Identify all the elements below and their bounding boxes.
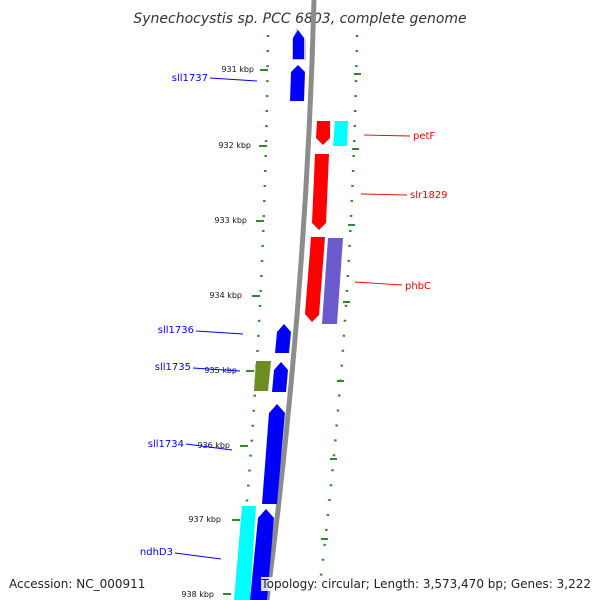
gene-label-slr1829: slr1829 <box>410 190 448 201</box>
gene-arrow-minus <box>290 65 305 101</box>
genome-summary-text: Topology: circular; Length: 3,573,470 bp… <box>261 577 591 591</box>
leader-line <box>185 443 233 451</box>
tick-label: 935 kbp <box>204 366 237 375</box>
tick-label: 933 kbp <box>214 216 247 225</box>
gene-arrow-plus <box>312 154 329 230</box>
leader-line <box>360 193 408 196</box>
scale-tick: 937 kbp <box>188 515 240 524</box>
map-title: Synechocystis sp. PCC 6803, complete gen… <box>133 11 466 27</box>
minor-ticks <box>321 73 361 540</box>
scale-tick: 932 kbp <box>218 141 267 150</box>
gene-arrow-plus <box>305 237 325 322</box>
leader-line <box>363 134 411 137</box>
gene-label-petF: petF <box>413 131 435 142</box>
scale-tick: 935 kbp <box>204 366 254 375</box>
gene-label-sll1735: sll1735 <box>155 362 191 373</box>
leader-line <box>174 552 222 560</box>
tick-label: 932 kbp <box>218 141 251 150</box>
gene-label-ndhD3: ndhD3 <box>140 547 173 558</box>
scale-tick: 931 kbp <box>221 65 268 74</box>
scale-tick: 936 kbp <box>197 441 248 450</box>
gene-label-sll1736: sll1736 <box>158 325 194 336</box>
gene-arrow-minus <box>234 506 256 600</box>
gene-label-sll1734: sll1734 <box>148 439 184 450</box>
tick-label: 937 kbp <box>188 515 221 524</box>
tick-label: 936 kbp <box>197 441 230 450</box>
leader-line <box>192 367 241 372</box>
tick-label: 934 kbp <box>209 291 242 300</box>
scale-tick: 934 kbp <box>209 291 260 300</box>
gene-arrow-plus <box>322 238 343 324</box>
gene-arrow-minus <box>272 362 288 392</box>
gene-arrow-plus <box>316 121 330 145</box>
tick-label: 938 kbp <box>181 590 214 599</box>
scale-tick: 933 kbp <box>214 216 264 225</box>
gene-arrow-minus <box>254 361 271 391</box>
gene-arrow-minus <box>293 30 304 59</box>
leader-line <box>354 281 403 286</box>
gene-label-sll1737: sll1737 <box>172 73 208 84</box>
tick-label: 931 kbp <box>221 65 254 74</box>
gene-label-phbC: phbC <box>405 281 431 292</box>
leader-line <box>209 77 258 82</box>
leader-line <box>195 330 244 335</box>
gene-arrow-minus <box>275 324 291 353</box>
genome-backbone <box>264 0 317 600</box>
gene-arrow-minus <box>262 404 285 504</box>
gene-arrow-plus <box>333 121 348 146</box>
accession-text: Accession: NC_000911 <box>9 577 146 591</box>
scale-tick: 938 kbp <box>181 590 231 599</box>
